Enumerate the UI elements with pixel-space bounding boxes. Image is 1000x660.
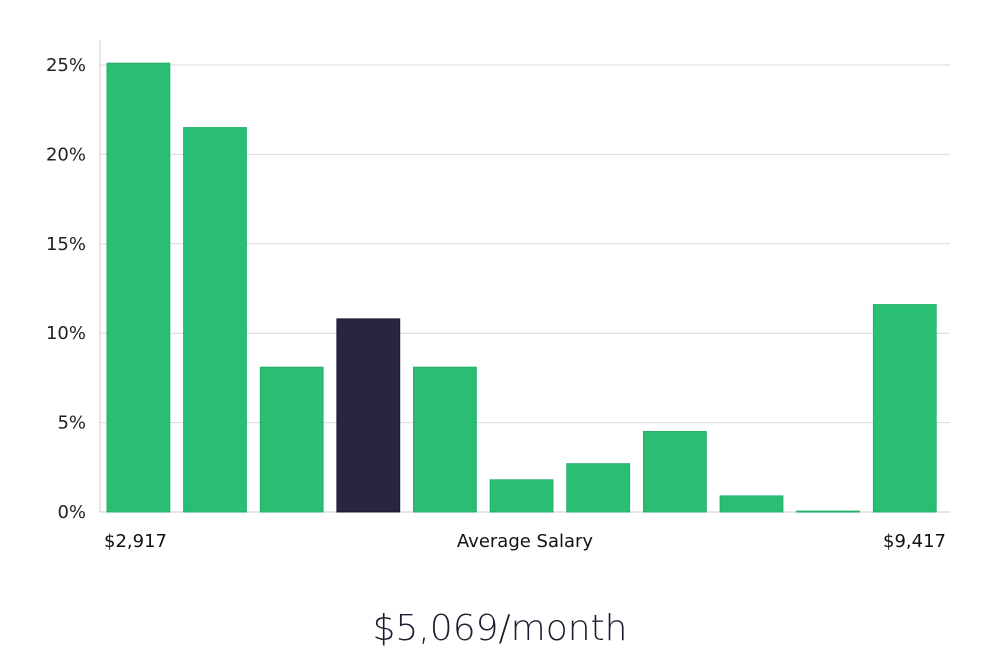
x-min-label: $2,917 [104,531,167,552]
salary-histogram: 0% 5% 10% 15% 20% 25% $2,917 Average Salary $… [46,40,950,552]
bar [183,127,247,513]
y-tick-label: 5% [57,413,86,434]
bar [872,304,937,513]
y-tick-label: 0% [57,502,86,523]
average-salary-value: $5,069/month [372,608,628,649]
bar-highlighted [336,318,401,513]
bar [719,495,784,513]
bar [413,366,477,513]
y-tick-label: 25% [46,55,86,76]
x-axis-label: Average Salary [457,531,594,552]
bars [106,62,937,513]
bar [643,431,707,513]
y-tick-label: 10% [46,323,86,344]
y-tick-labels: 0% 5% 10% 15% 20% 25% [46,55,86,523]
y-tick-label: 15% [46,234,86,255]
x-max-label: $9,417 [883,531,946,552]
y-tick-label: 20% [46,144,86,165]
bar [796,510,861,513]
bar [106,62,171,513]
bar [566,463,631,513]
bar [489,479,554,513]
bar [259,366,324,513]
